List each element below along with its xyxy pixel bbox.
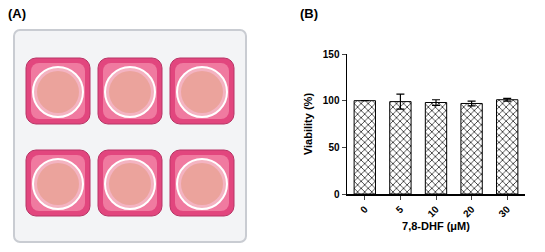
svg-text:20: 20 — [461, 203, 477, 219]
svg-text:50: 50 — [328, 142, 340, 153]
html-text:(B): (B) — [300, 6, 318, 21]
svg-text:7,8-DHF (μM): 7,8-DHF (μM) — [402, 220, 470, 232]
svg-text:100: 100 — [323, 95, 340, 106]
svg-text:10: 10 — [425, 203, 441, 219]
svg-text:30: 30 — [497, 203, 513, 219]
svg-text:5: 5 — [394, 203, 406, 215]
svg-text:150: 150 — [323, 49, 340, 60]
svg-text:0: 0 — [334, 189, 340, 200]
svg-text:0: 0 — [358, 203, 370, 215]
svg-text:Viability (%): Viability (%) — [302, 93, 314, 155]
html-text:(A): (A) — [8, 6, 26, 21]
